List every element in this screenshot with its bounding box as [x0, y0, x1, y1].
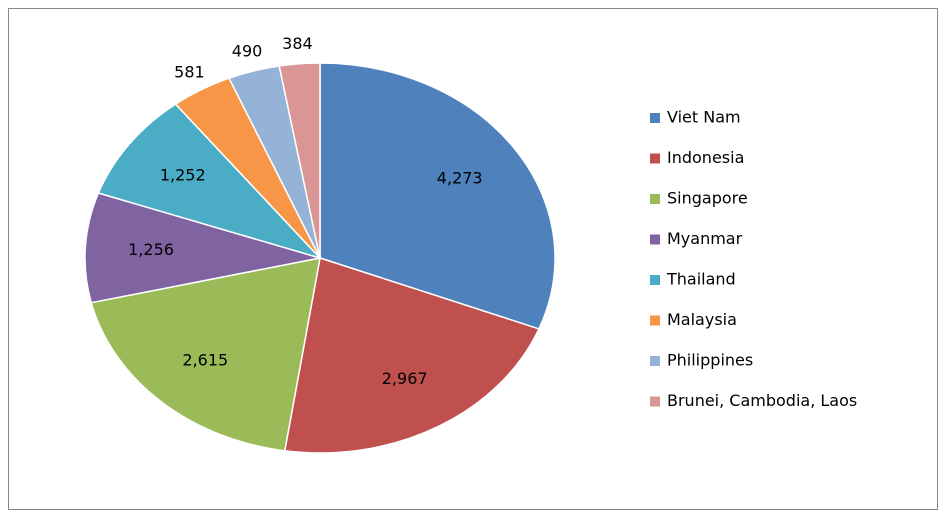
- legend-swatch: [650, 194, 660, 204]
- legend-swatch: [650, 153, 660, 164]
- legend-label: Viet Nam: [667, 108, 741, 127]
- data-label: 2,967: [382, 369, 428, 388]
- legend-swatch: [650, 315, 660, 326]
- pie-slice: [278, 62, 321, 259]
- data-label: 581: [174, 62, 205, 81]
- legend-label: Thailand: [666, 270, 736, 289]
- data-label: 2,615: [182, 351, 228, 370]
- legend-label: Singapore: [667, 189, 748, 208]
- legend-label: Brunei, Cambodia, Laos: [667, 391, 857, 410]
- data-label: 490: [232, 42, 263, 61]
- pie-slice: [283, 257, 540, 454]
- pie-slice: [97, 103, 323, 260]
- legend-swatch: [650, 356, 660, 366]
- legend-label: Myanmar: [667, 229, 743, 248]
- pie-slice: [319, 62, 556, 330]
- legend-swatch: [650, 113, 660, 123]
- legend-label: Philippines: [667, 351, 753, 370]
- data-label: 1,252: [160, 165, 206, 184]
- pie-slice: [84, 192, 321, 304]
- data-label: 4,273: [437, 168, 483, 187]
- pie-slice: [90, 257, 321, 452]
- data-label: 384: [282, 34, 313, 53]
- legend-swatch: [650, 396, 660, 407]
- legend-swatch: [650, 234, 660, 245]
- legend-swatch: [650, 275, 660, 285]
- data-label: 1,256: [128, 240, 174, 259]
- legend-label: Indonesia: [667, 148, 744, 167]
- legend-label: Malaysia: [667, 310, 737, 329]
